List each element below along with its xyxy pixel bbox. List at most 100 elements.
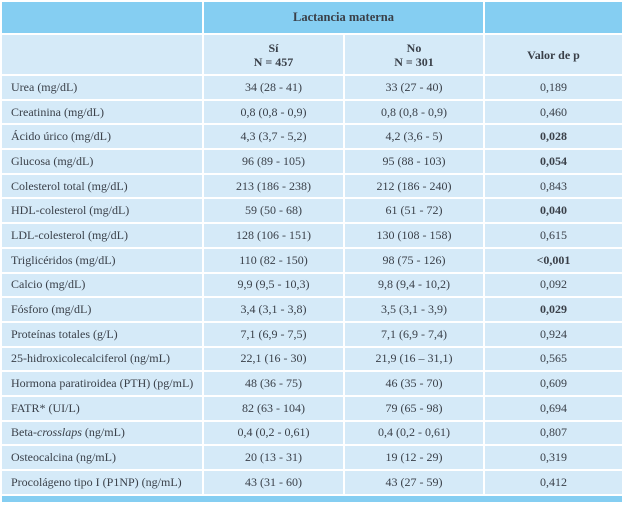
table-row-beta-crosslaps: Beta-crosslaps (ng/mL) 0,4 (0,2 - 0,61) … xyxy=(2,421,622,445)
p-value: <0,001 xyxy=(485,248,622,272)
p-value: 0,319 xyxy=(485,446,622,469)
table-row-fosforo: Fósforo (mg/dL) 3,4 (3,1 - 3,8) 3,5 (3,1… xyxy=(2,298,622,321)
table-row-urea: Urea (mg/dL) 34 (28 - 41) 33 (27 - 40) 0… xyxy=(2,76,622,99)
value-si: 213 (186 - 238) xyxy=(204,174,343,198)
table-row-calcio: Calcio (mg/dL) 9,9 (9,5 - 10,3) 9,8 (9,4… xyxy=(2,273,622,297)
p-value: 0,615 xyxy=(485,224,622,247)
value-si: 48 (36 - 75) xyxy=(204,372,343,395)
p-value: 0,609 xyxy=(485,372,622,395)
p-value: 0,412 xyxy=(485,471,622,494)
value-si: 128 (106 - 151) xyxy=(204,224,343,247)
value-si: 34 (28 - 41) xyxy=(204,76,343,99)
row-label: LDL-colesterol (mg/dL) xyxy=(2,224,202,247)
empty-header-cell xyxy=(485,2,622,33)
column-header-si-line2: N = 457 xyxy=(253,54,294,69)
table-row-fatr: FATR* (UI/L) 82 (63 - 104) 79 (65 - 98) … xyxy=(2,396,622,420)
value-no: 46 (35 - 70) xyxy=(345,372,483,395)
column-header-no-line2: N = 301 xyxy=(394,54,434,69)
p-value: 0,040 xyxy=(485,199,622,223)
p-value: 0,028 xyxy=(485,125,622,149)
empty-corner-cell xyxy=(2,2,202,33)
group-header: Lactancia materna xyxy=(204,2,483,33)
p-value: 0,694 xyxy=(485,396,622,420)
row-label: Urea (mg/dL) xyxy=(2,76,202,99)
table-row-25-hidroxicolecalciferol: 25-hidroxicolecalciferol (ng/mL) 22,1 (1… xyxy=(2,347,622,371)
p-value: 0,843 xyxy=(485,174,622,198)
table-row-ldl: LDL-colesterol (mg/dL) 128 (106 - 151) 1… xyxy=(2,224,622,247)
value-no: 0,4 (0,2 - 0,61) xyxy=(345,421,483,445)
table-row-glucosa: Glucosa (mg/dL) 96 (89 - 105) 95 (88 - 1… xyxy=(2,150,622,173)
value-no: 130 (108 - 158) xyxy=(345,224,483,247)
value-no: 4,2 (3,6 - 5) xyxy=(345,125,483,149)
row-label: Beta-crosslaps (ng/mL) xyxy=(2,421,202,445)
value-si: 82 (63 - 104) xyxy=(204,396,343,420)
table-row-pth: Hormona paratiroidea (PTH) (pg/mL) 48 (3… xyxy=(2,372,622,395)
value-si: 96 (89 - 105) xyxy=(204,150,343,173)
p-value: 0,029 xyxy=(485,298,622,321)
table-row-acido-urico: Ácido úrico (mg/dL) 4,3 (3,7 - 5,2) 4,2 … xyxy=(2,125,622,149)
value-no: 79 (65 - 98) xyxy=(345,396,483,420)
table-row-creatinina: Creatinina (mg/dL) 0,8 (0,8 - 0,9) 0,8 (… xyxy=(2,100,622,124)
value-si: 110 (82 - 150) xyxy=(204,248,343,272)
p-value: 0,565 xyxy=(485,347,622,371)
column-header-row: Sí N = 457 No N = 301 Valor de p xyxy=(2,35,622,74)
row-label: FATR* (UI/L) xyxy=(2,396,202,420)
row-label: Proteínas totales (g/L) xyxy=(2,322,202,346)
row-label: Ácido úrico (mg/dL) xyxy=(2,125,202,149)
value-no: 61 (51 - 72) xyxy=(345,199,483,223)
value-si: 7,1 (6,9 - 7,5) xyxy=(204,322,343,346)
value-no: 33 (27 - 40) xyxy=(345,76,483,99)
value-no: 19 (12 - 29) xyxy=(345,446,483,469)
value-si: 4,3 (3,7 - 5,2) xyxy=(204,125,343,149)
value-no: 98 (75 - 126) xyxy=(345,248,483,272)
column-header-no-line1: No xyxy=(406,40,422,55)
table-row-trigliceridos: Triglicéridos (mg/dL) 110 (82 - 150) 98 … xyxy=(2,248,622,272)
column-header-p: Valor de p xyxy=(485,35,622,74)
p-value: 0,924 xyxy=(485,322,622,346)
row-label: Glucosa (mg/dL) xyxy=(2,150,202,173)
value-si: 20 (13 - 31) xyxy=(204,446,343,469)
row-label: Hormona paratiroidea (PTH) (pg/mL) xyxy=(2,372,202,395)
value-si: 59 (50 - 68) xyxy=(204,199,343,223)
value-si: 9,9 (9,5 - 10,3) xyxy=(204,273,343,297)
row-label: Fósforo (mg/dL) xyxy=(2,298,202,321)
p-value: 0,189 xyxy=(485,76,622,99)
row-label: Osteocalcina (ng/mL) xyxy=(2,446,202,469)
p-value: 0,460 xyxy=(485,100,622,124)
column-header-si-line1: Sí xyxy=(268,40,279,55)
empty-subheader-cell xyxy=(2,35,202,74)
row-label: Procolágeno tipo I (P1NP) (ng/mL) xyxy=(2,471,202,494)
value-no: 95 (88 - 103) xyxy=(345,150,483,173)
value-no: 212 (186 - 240) xyxy=(345,174,483,198)
value-si: 3,4 (3,1 - 3,8) xyxy=(204,298,343,321)
column-header-no: No N = 301 xyxy=(345,35,483,74)
table-body: Urea (mg/dL) 34 (28 - 41) 33 (27 - 40) 0… xyxy=(2,76,622,494)
value-no: 43 (27 - 59) xyxy=(345,471,483,494)
table-footer-bar xyxy=(2,495,622,502)
value-no: 9,8 (9,4 - 10,2) xyxy=(345,273,483,297)
row-label: Creatinina (mg/dL) xyxy=(2,100,202,124)
p-value: 0,054 xyxy=(485,150,622,173)
value-si: 0,8 (0,8 - 0,9) xyxy=(204,100,343,124)
row-label: HDL-colesterol (mg/dL) xyxy=(2,199,202,223)
value-si: 43 (31 - 60) xyxy=(204,471,343,494)
column-header-si: Sí N = 457 xyxy=(204,35,343,74)
table-row-procolageno: Procolágeno tipo I (P1NP) (ng/mL) 43 (31… xyxy=(2,471,622,494)
value-si: 0,4 (0,2 - 0,61) xyxy=(204,421,343,445)
row-label: Colesterol total (mg/dL) xyxy=(2,174,202,198)
row-label: 25-hidroxicolecalciferol (ng/mL) xyxy=(2,347,202,371)
value-no: 0,8 (0,8 - 0,9) xyxy=(345,100,483,124)
value-no: 3,5 (3,1 - 3,9) xyxy=(345,298,483,321)
table-row-osteocalcina: Osteocalcina (ng/mL) 20 (13 - 31) 19 (12… xyxy=(2,446,622,469)
value-no: 21,9 (16 – 31,1) xyxy=(345,347,483,371)
p-value: 0,092 xyxy=(485,273,622,297)
table-row-hdl: HDL-colesterol (mg/dL) 59 (50 - 68) 61 (… xyxy=(2,199,622,223)
value-si: 22,1 (16 - 30) xyxy=(204,347,343,371)
row-label: Triglicéridos (mg/dL) xyxy=(2,248,202,272)
group-header-row: Lactancia materna xyxy=(2,2,622,33)
p-value: 0,807 xyxy=(485,421,622,445)
table-row-proteinas: Proteínas totales (g/L) 7,1 (6,9 - 7,5) … xyxy=(2,322,622,346)
column-header-p-line1: Valor de p xyxy=(527,47,580,62)
